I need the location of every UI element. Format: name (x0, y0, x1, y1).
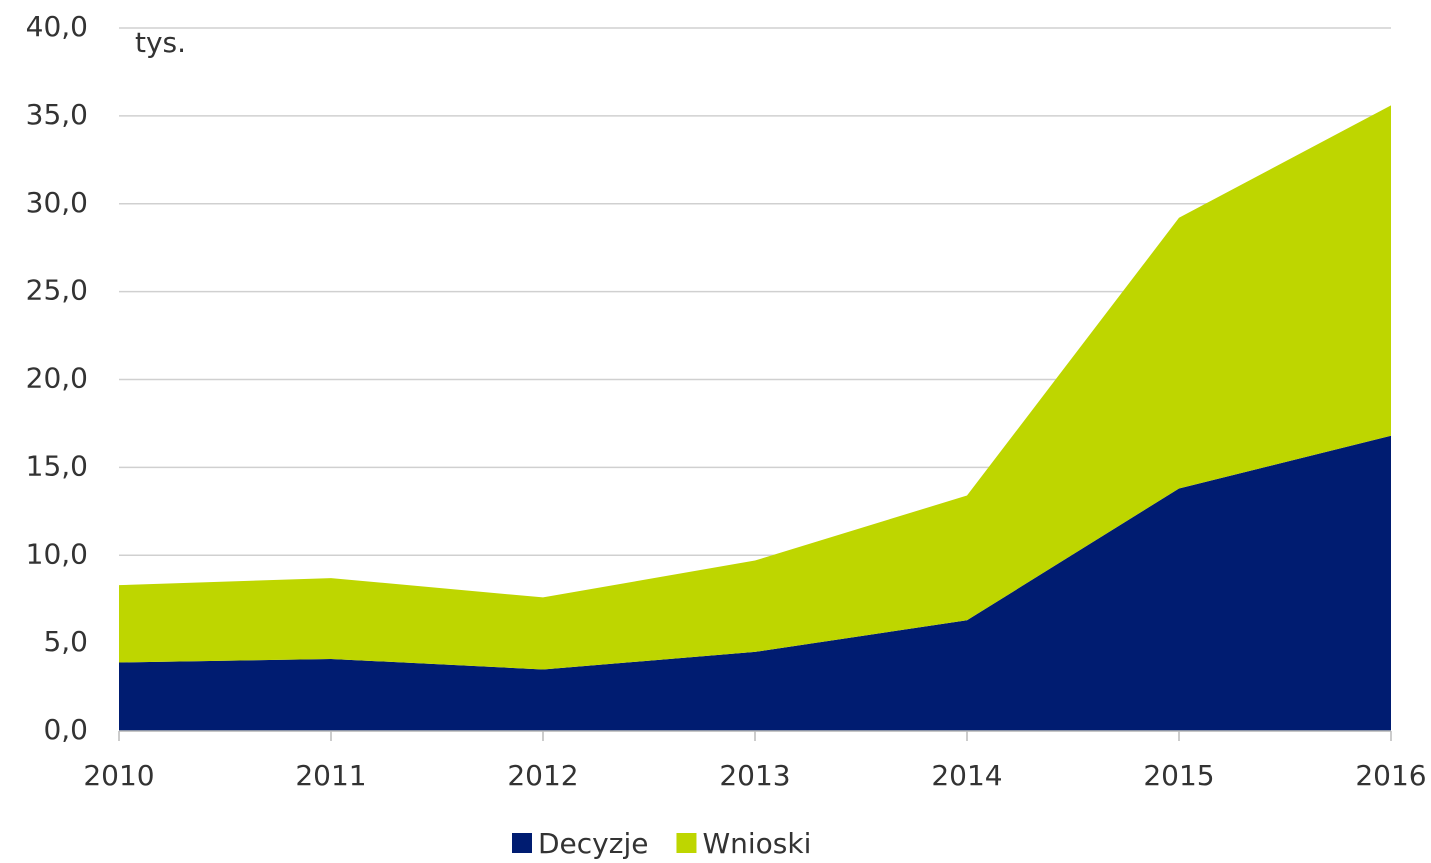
x-tick-label: 2010 (83, 759, 154, 792)
legend-label: Wnioski (702, 827, 811, 860)
y-tick-label: 35,0 (26, 98, 88, 131)
y-tick-label: 15,0 (26, 449, 88, 482)
area (119, 105, 1391, 670)
x-tick-label: 2013 (719, 759, 790, 792)
legend-swatch (676, 833, 697, 853)
y-tick-label: 10,0 (26, 537, 88, 570)
unit-annotation: tys. (135, 26, 186, 59)
x-tick-label: 2012 (507, 759, 578, 792)
legend-swatch (512, 833, 532, 853)
x-tick-label: 2015 (1143, 759, 1214, 792)
x-tick-label: 2011 (295, 759, 366, 792)
area (119, 435, 1391, 731)
y-tick-label: 25,0 (26, 274, 88, 307)
y-tick-label: 30,0 (26, 186, 88, 219)
y-tick-label: 20,0 (26, 362, 88, 395)
x-tick-label: 2014 (931, 759, 1002, 792)
y-tick-label: 5,0 (43, 625, 88, 658)
legend-label: Decyzje (538, 827, 648, 860)
y-tick-label: 40,0 (26, 10, 88, 43)
y-tick-label: 0,0 (43, 713, 88, 746)
x-tick-label: 2016 (1355, 759, 1426, 792)
legend: Decyzje Wnioski (512, 827, 811, 860)
